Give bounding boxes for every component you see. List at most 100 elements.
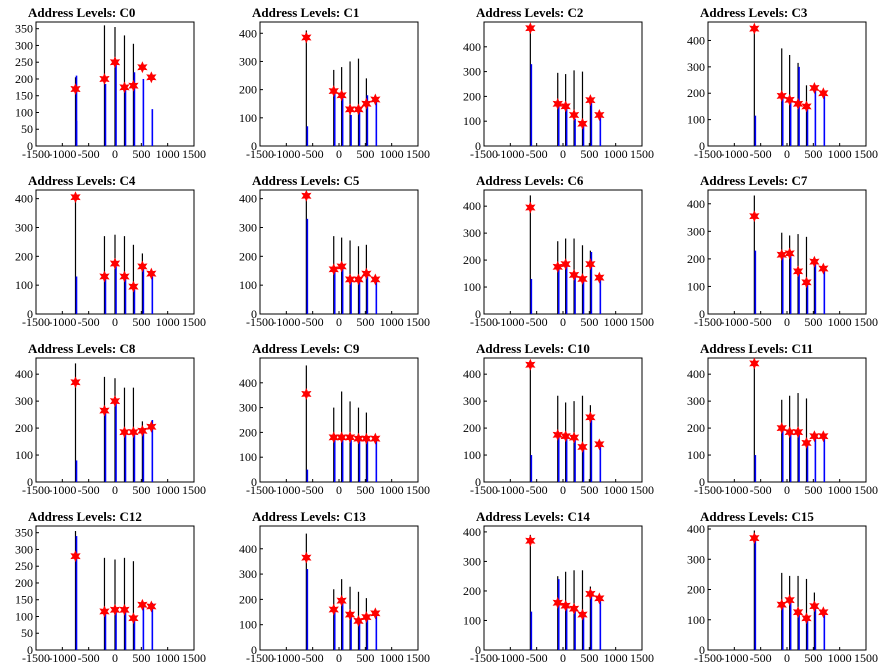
star-marker bbox=[146, 267, 157, 280]
star-marker bbox=[336, 260, 347, 273]
x-tick-label: -1500 bbox=[694, 315, 722, 329]
star-marker bbox=[353, 432, 364, 445]
star-marker bbox=[70, 376, 81, 389]
x-tick-label: 1500 bbox=[630, 483, 654, 497]
chart-panel: 0 50 100 150 200 250 300 350 -1500 -1000 -500 0 500 1… bbox=[0, 0, 224, 168]
x-tick-label: 1000 bbox=[604, 483, 628, 497]
star-marker bbox=[128, 280, 139, 293]
x-tick-label: 0 bbox=[560, 147, 566, 161]
star-marker bbox=[336, 431, 347, 444]
x-tick-label: -1000 bbox=[272, 147, 300, 161]
y-tick-label: 100 bbox=[687, 279, 705, 293]
y-tick-label: 100 bbox=[687, 113, 705, 127]
x-tick-label: 1500 bbox=[182, 483, 206, 497]
x-tick-label: 1500 bbox=[182, 651, 206, 665]
plot-frame bbox=[483, 21, 643, 147]
star-marker bbox=[137, 424, 148, 437]
star-marker bbox=[525, 22, 536, 35]
star-marker bbox=[776, 248, 787, 261]
star-marker bbox=[128, 426, 139, 439]
chart-title: Address Levels: C3 bbox=[700, 5, 808, 20]
star-marker bbox=[749, 532, 760, 545]
x-tick-label: 0 bbox=[336, 651, 342, 665]
y-tick-label: 0 bbox=[27, 475, 33, 489]
x-tick-label: -1500 bbox=[694, 651, 722, 665]
x-tick-label: -1500 bbox=[246, 315, 274, 329]
y-tick-label: 300 bbox=[239, 54, 257, 68]
star-marker bbox=[568, 268, 580, 281]
x-tick-label: 500 bbox=[132, 483, 150, 497]
chart-panel: 0 100 200 300 400 -1500 -1000 -500 0 500 1000 1500 A… bbox=[224, 0, 448, 168]
x-tick-label: 500 bbox=[804, 315, 822, 329]
y-tick-label: 100 bbox=[463, 114, 481, 128]
x-tick-label: -1000 bbox=[496, 483, 524, 497]
x-tick-label: -1000 bbox=[720, 651, 748, 665]
x-tick-label: 0 bbox=[112, 651, 118, 665]
y-tick-label: 0 bbox=[699, 475, 705, 489]
y-tick-label: 100 bbox=[463, 448, 481, 462]
y-tick-label: 400 bbox=[463, 40, 481, 54]
star-marker bbox=[353, 273, 364, 286]
star-marker bbox=[99, 404, 110, 417]
x-tick-label: 500 bbox=[580, 315, 598, 329]
y-tick-label: 300 bbox=[15, 220, 33, 234]
chart-title: Address Levels: C6 bbox=[476, 173, 584, 188]
chart-title: Address Levels: C11 bbox=[700, 341, 814, 356]
star-marker bbox=[792, 97, 804, 110]
star-marker bbox=[109, 257, 121, 270]
star-marker bbox=[344, 608, 356, 621]
y-tick-label: 400 bbox=[687, 33, 705, 47]
y-tick-label: 200 bbox=[463, 89, 481, 103]
y-tick-label: 0 bbox=[699, 307, 705, 321]
chart-panel: 0 100 200 300 400 -1500 -1000 -500 0 500 1000 1500 A… bbox=[448, 504, 672, 672]
plot-frame bbox=[259, 525, 419, 651]
x-tick-label: 500 bbox=[804, 483, 822, 497]
x-tick-label: 0 bbox=[784, 483, 790, 497]
star-marker bbox=[552, 97, 563, 110]
y-tick-label: 400 bbox=[463, 199, 481, 213]
x-tick-label: 1500 bbox=[406, 315, 430, 329]
star-marker bbox=[552, 428, 563, 441]
x-tick-label: -1500 bbox=[22, 651, 50, 665]
x-tick-label: 1000 bbox=[828, 483, 852, 497]
x-tick-label: 0 bbox=[112, 147, 118, 161]
star-marker bbox=[137, 598, 148, 611]
y-tick-label: 100 bbox=[239, 278, 257, 292]
chart-title: Address Levels: C0 bbox=[28, 5, 136, 20]
y-tick-label: 200 bbox=[239, 592, 257, 606]
y-tick-label: 0 bbox=[27, 643, 33, 657]
y-tick-label: 400 bbox=[239, 192, 257, 206]
y-tick-label: 50 bbox=[21, 626, 33, 640]
chart-svg: 0 100 200 300 400 -1500-1000 -500 0 500 1000 1500 bbox=[687, 21, 878, 161]
x-tick-label: 500 bbox=[356, 315, 374, 329]
x-tick-label: 500 bbox=[132, 315, 150, 329]
y-tick-label: 100 bbox=[15, 105, 33, 119]
star-marker bbox=[128, 79, 139, 92]
star-marker bbox=[585, 411, 596, 424]
star-marker bbox=[552, 596, 563, 609]
chart-svg: 0 100 200 300 400 -1500-1000 -500 0 500 1000 1500 bbox=[687, 189, 878, 329]
star-marker bbox=[119, 426, 130, 439]
y-tick-label: 400 bbox=[239, 376, 257, 390]
x-tick-label: 0 bbox=[560, 483, 566, 497]
y-tick-label: 300 bbox=[687, 394, 705, 408]
star-marker bbox=[525, 534, 536, 547]
star-marker bbox=[809, 82, 820, 94]
x-tick-label: -1500 bbox=[470, 147, 498, 161]
y-tick-label: 300 bbox=[15, 542, 33, 556]
chart-svg: 0 100 200 300 400 -1500-1000 -500 0 500 1000 1500 bbox=[239, 357, 430, 497]
y-tick-label: 300 bbox=[463, 554, 481, 568]
x-tick-label: -1500 bbox=[22, 315, 50, 329]
star-marker bbox=[560, 258, 571, 271]
star-marker bbox=[585, 94, 596, 107]
chart-title: Address Levels: C14 bbox=[476, 509, 590, 524]
star-marker bbox=[119, 603, 130, 616]
y-tick-label: 0 bbox=[251, 307, 257, 321]
x-tick-label: 1500 bbox=[854, 147, 878, 161]
x-tick-label: -500 bbox=[302, 483, 324, 497]
chart-panel: 0 100 200 300 400 -1500 -1000 -500 0 500 1000 1500 A… bbox=[448, 168, 672, 336]
x-tick-label: -500 bbox=[750, 147, 772, 161]
x-tick-label: -1500 bbox=[22, 147, 50, 161]
y-tick-label: 0 bbox=[475, 307, 481, 321]
x-tick-label: 500 bbox=[580, 147, 598, 161]
